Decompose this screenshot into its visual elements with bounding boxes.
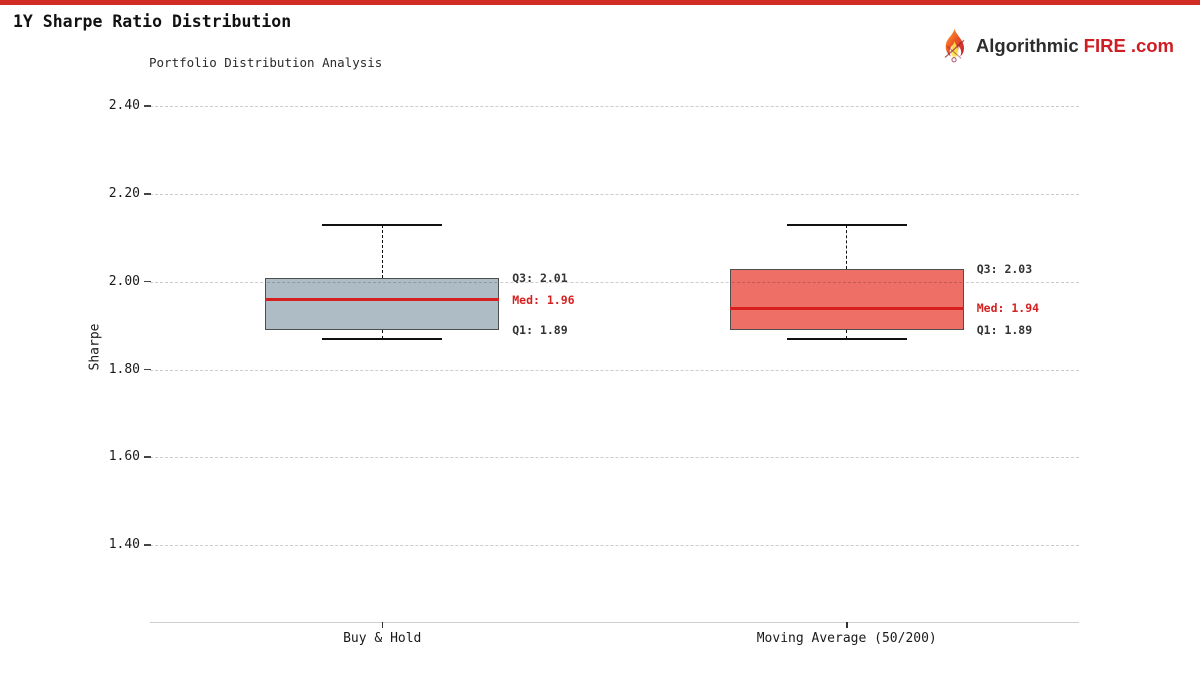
- y-tick-mark: [144, 368, 151, 371]
- whisker-cap: [322, 223, 443, 226]
- gridline: [150, 369, 1079, 371]
- x-tick-label: Buy & Hold: [343, 631, 422, 646]
- logo-text-accent: FIRE: [1083, 35, 1126, 56]
- stat-label-median: Med: 1.96: [512, 292, 575, 307]
- y-tick-label: 2.00: [108, 273, 140, 289]
- brand-logo[interactable]: Algorithmic FIRE .com: [938, 27, 1174, 65]
- y-tick-mark: [144, 456, 151, 458]
- stat-label-q1: Q1: 1.89: [976, 323, 1033, 338]
- y-tick-mark: [144, 193, 151, 195]
- stat-label-median: Med: 1.94: [976, 301, 1040, 316]
- median-line: [265, 298, 500, 302]
- whisker-line: [846, 224, 847, 269]
- x-tick-label: Moving Average (50/200): [756, 631, 937, 646]
- gridline: [150, 457, 1079, 459]
- y-tick-mark: [144, 280, 151, 283]
- y-tick-label: 1.60: [108, 449, 140, 465]
- page-title: 1Y Sharpe Ratio Distribution: [13, 12, 292, 31]
- stat-label-q1: Q1: 1.89: [512, 323, 568, 338]
- flame-icon: [944, 28, 965, 63]
- whisker-line: [846, 330, 847, 339]
- y-tick-mark: [144, 105, 151, 107]
- gridline: [150, 281, 1079, 283]
- boxplot-box: [729, 268, 964, 331]
- gridline-overlay: [267, 281, 498, 283]
- x-tick-mark: [846, 622, 848, 628]
- gridline: [150, 194, 1079, 196]
- gridline: [150, 106, 1079, 108]
- y-tick-mark: [144, 544, 151, 546]
- stat-label-q3: Q3: 2.03: [976, 261, 1033, 276]
- y-tick-label: 2.20: [108, 186, 140, 202]
- x-tick-mark: [381, 622, 383, 628]
- median-line: [729, 306, 964, 310]
- logo-text-suffix: .com: [1130, 35, 1174, 56]
- chart-title: Portfolio Distribution Analysis: [149, 55, 383, 70]
- whisker-cap: [322, 338, 443, 341]
- y-tick-label: 2.40: [108, 98, 140, 114]
- whisker-line: [381, 224, 383, 278]
- gridline: [150, 545, 1079, 547]
- stat-label-q3: Q3: 2.01: [512, 270, 568, 285]
- whisker-cap: [786, 223, 907, 226]
- x-axis-line: [150, 622, 1079, 623]
- y-tick-label: 1.80: [108, 361, 140, 377]
- logo-text-primary: Algorithmic: [975, 35, 1079, 56]
- boxplot-box: [265, 277, 500, 331]
- y-tick-label: 1.40: [108, 537, 140, 553]
- gridline-overlay: [731, 281, 962, 283]
- whisker-line: [381, 330, 383, 339]
- whisker-cap: [786, 338, 907, 341]
- top-accent-bar: [0, 0, 1200, 5]
